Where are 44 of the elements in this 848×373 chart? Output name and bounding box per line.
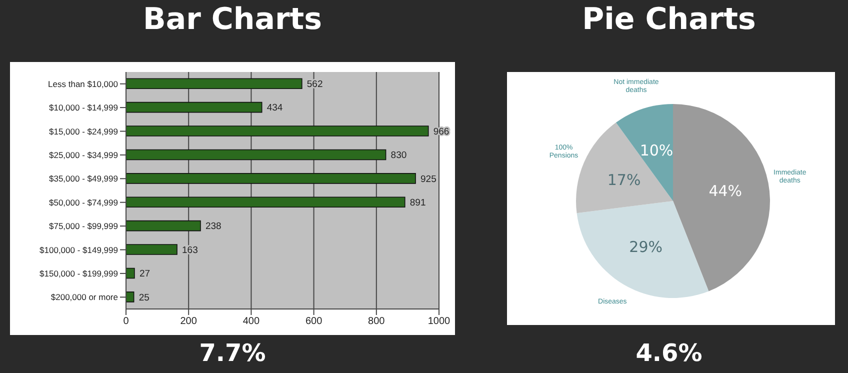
y-tick-label: $25,000 - $34,999 <box>48 150 118 160</box>
data-label: 830 <box>390 150 407 162</box>
data-label: 29% <box>629 238 663 256</box>
bar <box>126 126 429 136</box>
bar <box>126 173 416 184</box>
bar <box>126 102 262 113</box>
bar <box>126 78 302 90</box>
bar <box>126 292 134 302</box>
data-label: 238 <box>205 221 222 232</box>
data-label: 27 <box>139 268 150 280</box>
x-tick-label: 800 <box>368 316 386 328</box>
data-label: 10% <box>640 141 674 160</box>
y-tick-label: $100,000 - $149,999 <box>40 244 118 255</box>
bar <box>126 244 178 255</box>
text: 4.6% <box>634 339 704 367</box>
data-label: 891 <box>410 198 426 209</box>
data-label: 44% <box>708 182 742 200</box>
pie-slice <box>576 122 673 214</box>
text: 7.7% <box>198 339 267 367</box>
bar <box>126 268 135 279</box>
data-label: 925 <box>420 174 436 185</box>
x-tick-label: 200 <box>180 316 198 328</box>
chart-title: Pie Charts <box>581 2 757 37</box>
x-tick-label: 600 <box>305 316 323 328</box>
y-tick-label: $35,000 - $49,999 <box>48 174 118 184</box>
pie-slice <box>673 104 770 292</box>
y-tick-label: $150,000 - $199,999 <box>40 268 118 278</box>
data-label: 17% <box>607 170 641 189</box>
chart-title: Bar Charts <box>142 2 323 37</box>
pie-slice <box>576 201 709 298</box>
x-tick-label: 400 <box>242 316 260 328</box>
y-tick-label: $200,000 or more <box>50 292 118 302</box>
data-label: 25 <box>138 292 150 304</box>
x-tick-label: 0 <box>123 316 130 328</box>
bar <box>126 149 386 160</box>
y-tick-label: Less than $10,000 <box>48 78 118 89</box>
data-label: 434 <box>266 102 283 114</box>
x-tick-label: 1000 <box>428 316 451 328</box>
y-tick-label: $75,000 - $99,999 <box>48 221 118 232</box>
bar <box>126 196 406 208</box>
y-tick-label: $50,000 - $74,999 <box>48 197 118 208</box>
bar <box>126 220 201 232</box>
y-tick-label: $10,000 - $14,999 <box>48 102 118 113</box>
y-tick-label: $15,000 - $24,999 <box>48 126 118 136</box>
